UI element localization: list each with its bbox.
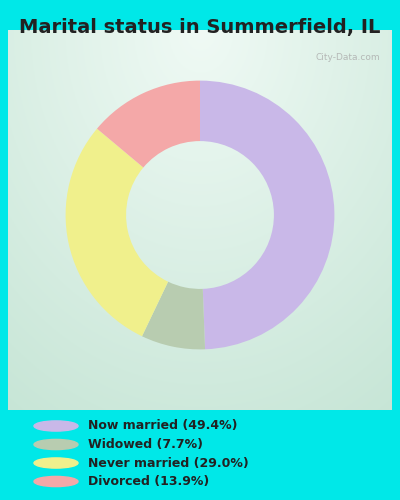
Wedge shape (142, 282, 205, 350)
Circle shape (34, 476, 78, 486)
Text: Divorced (13.9%): Divorced (13.9%) (88, 475, 209, 488)
Text: Widowed (7.7%): Widowed (7.7%) (88, 438, 203, 451)
Text: City-Data.com: City-Data.com (316, 53, 380, 62)
Circle shape (34, 458, 78, 468)
Text: Now married (49.4%): Now married (49.4%) (88, 420, 238, 432)
Circle shape (34, 421, 78, 431)
Wedge shape (97, 80, 200, 168)
Wedge shape (200, 80, 334, 349)
Wedge shape (66, 128, 168, 336)
Text: Never married (29.0%): Never married (29.0%) (88, 456, 249, 469)
Text: Marital status in Summerfield, IL: Marital status in Summerfield, IL (19, 18, 381, 36)
Circle shape (34, 440, 78, 450)
